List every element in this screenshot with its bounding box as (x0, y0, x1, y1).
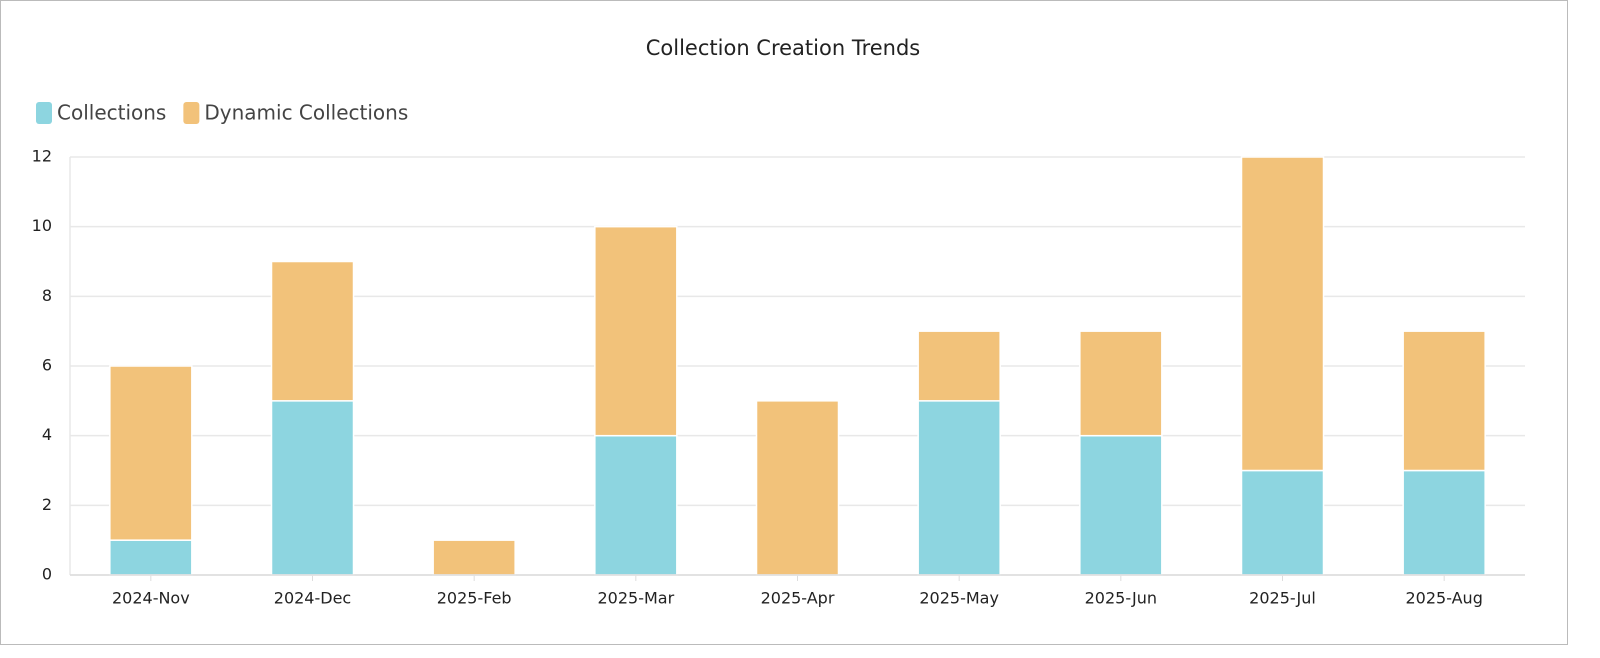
legend-text: Dynamic Collections (204, 101, 408, 125)
y-tick-label: 6 (42, 356, 52, 375)
bar-segment (270, 400, 355, 576)
y-tick-label: 10 (32, 216, 52, 235)
bar-segment (917, 400, 1001, 576)
x-tick-label: 2025-Jun (1085, 589, 1157, 608)
x-tick-label: 2025-Apr (761, 589, 835, 608)
bar-segment (1079, 330, 1163, 437)
y-tick-label: 2 (42, 495, 52, 514)
chart-title: Collection Creation Trends (646, 36, 921, 60)
bar-segment (594, 434, 678, 576)
x-tick-label: 2025-Aug (1405, 589, 1482, 608)
bar-segment (594, 225, 678, 437)
y-tick-label: 12 (32, 147, 52, 166)
x-tick-label: 2025-Jul (1249, 589, 1316, 608)
bar-segment (1240, 469, 1325, 576)
bar-segment (432, 539, 516, 576)
legend-swatch (183, 102, 200, 124)
y-tick-label: 8 (42, 286, 52, 305)
bar-segment (1079, 434, 1163, 576)
y-tick-label: 0 (42, 565, 52, 584)
bar-segment (1240, 156, 1325, 472)
bar-segment (1402, 469, 1486, 576)
bar-segment (917, 330, 1001, 402)
legend-text: Collections (57, 101, 166, 125)
x-tick-label: 2025-May (919, 589, 999, 608)
bar-segment (1402, 330, 1486, 472)
bar-segment (109, 365, 193, 541)
x-tick-label: 2025-Mar (597, 589, 674, 608)
y-tick-label: 4 (42, 425, 52, 444)
bar-segment (755, 400, 840, 576)
x-tick-label: 2024-Nov (112, 589, 190, 608)
bar-segment (109, 539, 193, 576)
x-tick-label: 2025-Feb (437, 589, 512, 608)
bar-segment (270, 260, 355, 402)
legend-swatch (36, 102, 52, 124)
x-tick-label: 2024-Dec (274, 589, 351, 608)
